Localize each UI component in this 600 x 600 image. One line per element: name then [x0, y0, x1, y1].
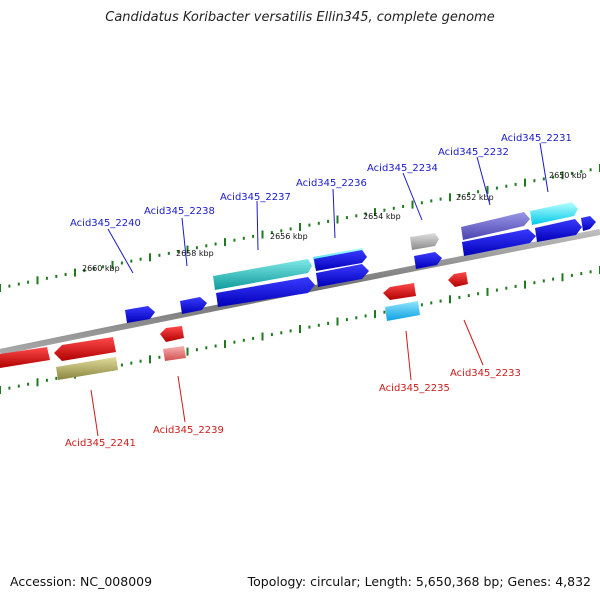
ruler-label: 2660 kbp: [82, 264, 120, 273]
position-ruler: 2660 kbp 2658 kbp 2656 kbp 2654 kbp 2652…: [82, 171, 587, 273]
genome-title: Candidatus Koribacter versatilis Ellin34…: [105, 10, 495, 25]
gene-label[interactable]: Acid345_2235: [379, 383, 450, 394]
gene-arrow[interactable]: [414, 252, 442, 269]
gene-arrow[interactable]: [316, 264, 369, 287]
ruler-label: 2652 kbp: [456, 193, 494, 202]
gene-label[interactable]: Acid345_2238: [144, 206, 215, 217]
genome-stats-text: Topology: circular; Length: 5,650,368 bp…: [247, 574, 591, 589]
gene-label[interactable]: Acid345_2234: [367, 163, 438, 174]
gene-label[interactable]: Acid345_2237: [220, 192, 291, 203]
ruler-label: 2656 kbp: [270, 232, 308, 241]
gene-label[interactable]: Acid345_2236: [296, 178, 367, 189]
gene-arrow[interactable]: [462, 229, 536, 256]
gene-arrow[interactable]: [581, 216, 596, 231]
forward-strand-genes: [125, 202, 596, 323]
reverse-leader-lines: [90, 319, 484, 437]
gene-label[interactable]: Acid345_2241: [65, 438, 136, 449]
gene-label[interactable]: Acid345_2240: [70, 218, 141, 229]
gene-label[interactable]: Acid345_2239: [153, 425, 224, 436]
gene-arrow[interactable]: [163, 346, 186, 361]
reverse-strand-genes: [0, 272, 468, 380]
gene-arrow[interactable]: [0, 347, 50, 368]
gene-arrow[interactable]: [385, 301, 420, 321]
gene-arrow[interactable]: [160, 326, 184, 342]
accession-text: Accession: NC_008009: [10, 574, 153, 589]
gene-arrow[interactable]: [54, 337, 116, 361]
gene-arrow[interactable]: [213, 259, 312, 290]
ruler-label: 2654 kbp: [363, 212, 401, 221]
gene-label[interactable]: Acid345_2233: [450, 368, 521, 379]
gene-arrow[interactable]: [125, 306, 155, 323]
gene-arrow[interactable]: [461, 212, 530, 240]
forward-gene-labels: Acid345_2240 Acid345_2238 Acid345_2237 A…: [70, 133, 572, 229]
ruler-label: 2650 kbp: [549, 171, 587, 180]
gene-arrow[interactable]: [180, 297, 207, 314]
gene-arrow[interactable]: [410, 233, 439, 250]
gene-arrow[interactable]: [216, 277, 315, 307]
gene-label[interactable]: Acid345_2232: [438, 147, 509, 158]
gene-arrow[interactable]: [535, 219, 582, 242]
gene-arrow[interactable]: [56, 357, 118, 380]
reverse-gene-labels: Acid345_2241 Acid345_2239 Acid345_2235 A…: [65, 368, 521, 449]
gene-arrow[interactable]: [448, 272, 468, 287]
gene-label[interactable]: Acid345_2231: [501, 133, 572, 144]
gene-arrow[interactable]: [530, 202, 578, 225]
ruler-label: 2658 kbp: [176, 249, 214, 258]
forward-leader-lines: [107, 142, 549, 274]
gene-arrow[interactable]: [314, 250, 367, 271]
gene-arrow[interactable]: [383, 283, 416, 300]
